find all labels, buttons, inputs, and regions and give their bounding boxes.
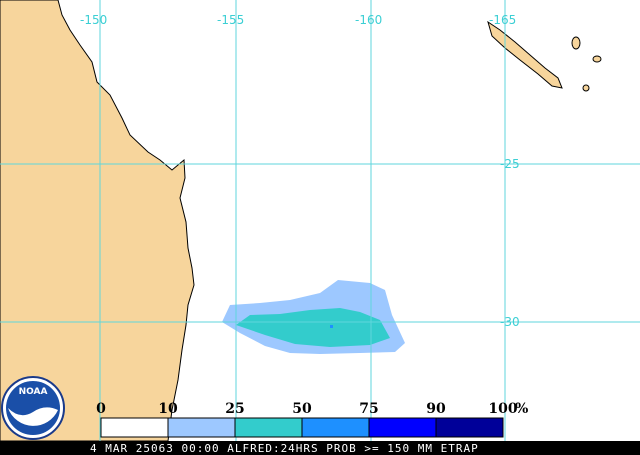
legend-label: 75 xyxy=(359,401,378,417)
logo-text: NOAA xyxy=(19,387,48,397)
legend: 0 10 25 50 75 90 100% xyxy=(96,401,528,438)
australia xyxy=(0,0,195,442)
island xyxy=(582,84,590,92)
footer-text: 4 MAR 25063 00:00 ALFRED:24HRS PROB >= 1… xyxy=(90,442,479,455)
probability-area-25 xyxy=(236,308,390,347)
noaa-logo: NOAA xyxy=(1,376,65,440)
island xyxy=(571,36,581,50)
legend-swatch xyxy=(100,417,169,438)
legend-swatch xyxy=(368,417,437,438)
legend-label: 90 xyxy=(426,401,446,417)
longitude-label: -160 xyxy=(355,13,382,27)
latitude-label: -30 xyxy=(500,315,520,329)
legend-swatch xyxy=(234,417,303,438)
island xyxy=(592,55,602,63)
probability-area-50 xyxy=(330,325,333,328)
longitude-label: -165 xyxy=(489,13,516,27)
legend-swatch xyxy=(435,417,504,438)
legend-label: 100 xyxy=(488,401,517,417)
legend-label: 0 xyxy=(96,401,106,417)
legend-unit: % xyxy=(515,401,528,417)
legend-swatch xyxy=(167,417,236,438)
footer-bar xyxy=(0,441,640,455)
legend-swatch xyxy=(301,417,370,438)
legend-label: 50 xyxy=(292,401,312,417)
longitude-label: -155 xyxy=(217,13,244,27)
legend-label: 25 xyxy=(225,401,244,417)
latitude-label: -25 xyxy=(500,157,520,171)
legend-label: 10 xyxy=(158,401,178,417)
longitude-label: -150 xyxy=(80,13,107,27)
